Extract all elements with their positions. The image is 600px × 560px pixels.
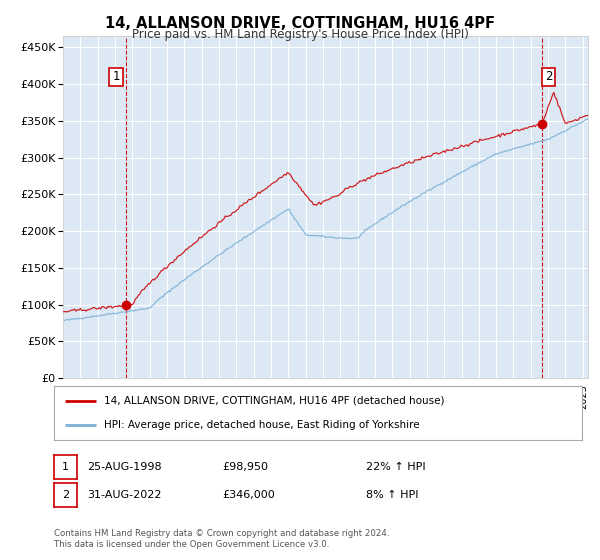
Text: 25-AUG-1998: 25-AUG-1998	[87, 462, 161, 472]
Text: 22% ↑ HPI: 22% ↑ HPI	[366, 462, 425, 472]
Text: Price paid vs. HM Land Registry's House Price Index (HPI): Price paid vs. HM Land Registry's House …	[131, 28, 469, 41]
Text: 2: 2	[545, 71, 553, 83]
Text: 1: 1	[112, 71, 120, 83]
Text: 31-AUG-2022: 31-AUG-2022	[87, 490, 161, 500]
Text: 8% ↑ HPI: 8% ↑ HPI	[366, 490, 419, 500]
Text: 1: 1	[62, 462, 69, 472]
Text: 2: 2	[62, 490, 69, 500]
Text: HPI: Average price, detached house, East Riding of Yorkshire: HPI: Average price, detached house, East…	[104, 420, 420, 430]
Text: £98,950: £98,950	[222, 462, 268, 472]
Text: Contains HM Land Registry data © Crown copyright and database right 2024.
This d: Contains HM Land Registry data © Crown c…	[54, 529, 389, 549]
Text: 14, ALLANSON DRIVE, COTTINGHAM, HU16 4PF (detached house): 14, ALLANSON DRIVE, COTTINGHAM, HU16 4PF…	[104, 396, 445, 406]
Text: £346,000: £346,000	[222, 490, 275, 500]
Text: 14, ALLANSON DRIVE, COTTINGHAM, HU16 4PF: 14, ALLANSON DRIVE, COTTINGHAM, HU16 4PF	[105, 16, 495, 31]
